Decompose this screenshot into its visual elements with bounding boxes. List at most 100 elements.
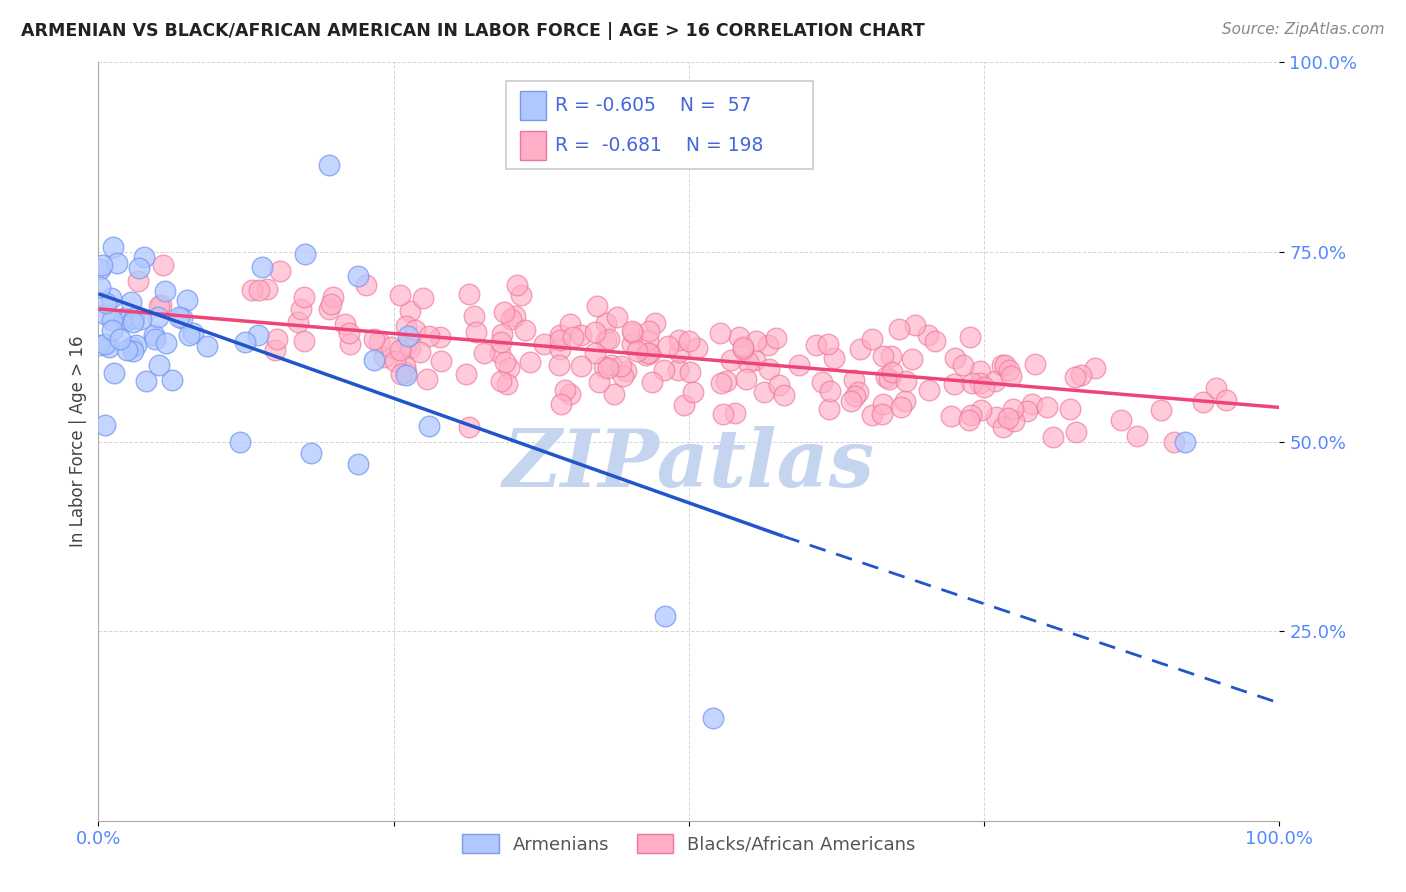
Point xyxy=(818,384,841,398)
Point xyxy=(354,278,377,293)
Point xyxy=(1126,429,1149,443)
Point xyxy=(548,333,571,347)
Point xyxy=(396,329,419,343)
Point xyxy=(494,354,516,368)
Point xyxy=(560,387,582,401)
Point xyxy=(489,345,512,359)
Point xyxy=(711,408,734,422)
Point xyxy=(849,342,872,356)
Y-axis label: In Labor Force | Age > 16: In Labor Force | Age > 16 xyxy=(69,335,87,548)
Point xyxy=(918,384,941,398)
Point xyxy=(1064,425,1087,440)
Point xyxy=(993,358,1015,372)
Text: ARMENIAN VS BLACK/AFRICAN AMERICAN IN LABOR FORCE | AGE > 16 CORRELATION CHART: ARMENIAN VS BLACK/AFRICAN AMERICAN IN LA… xyxy=(21,22,925,40)
Point xyxy=(90,258,112,272)
Point xyxy=(872,349,894,363)
Point xyxy=(399,303,422,318)
Point xyxy=(519,354,541,368)
Point xyxy=(388,343,411,357)
Point xyxy=(96,295,118,310)
Point xyxy=(817,337,839,351)
Point xyxy=(322,290,344,304)
Point xyxy=(395,368,418,382)
Point xyxy=(668,333,690,347)
Point xyxy=(195,339,218,353)
Point xyxy=(652,363,675,377)
Point xyxy=(984,410,1007,425)
Point xyxy=(430,354,453,368)
Point xyxy=(363,353,385,368)
Point xyxy=(942,376,965,391)
Point xyxy=(1059,402,1081,417)
Point xyxy=(395,318,418,333)
Point xyxy=(804,338,827,352)
Point xyxy=(959,329,981,343)
Point xyxy=(337,326,360,341)
Point xyxy=(463,310,485,324)
Point xyxy=(1070,368,1092,383)
Point xyxy=(745,334,768,348)
Point xyxy=(501,311,523,326)
Point xyxy=(1215,393,1237,408)
Point xyxy=(612,368,634,383)
Point xyxy=(269,264,291,278)
Point xyxy=(672,398,695,412)
Point xyxy=(626,343,648,358)
Point xyxy=(702,711,724,725)
Point xyxy=(510,287,533,301)
Point xyxy=(122,315,145,329)
Point xyxy=(513,323,536,337)
Point xyxy=(318,301,340,316)
Point xyxy=(666,363,689,377)
Point xyxy=(598,332,620,346)
Point xyxy=(768,378,790,392)
Point xyxy=(984,374,1007,388)
Point xyxy=(758,362,780,376)
Point xyxy=(554,384,576,398)
Point xyxy=(585,299,607,313)
Point xyxy=(491,375,513,389)
Point xyxy=(952,358,974,372)
Point xyxy=(155,284,177,298)
Point xyxy=(112,310,135,325)
Point xyxy=(678,334,700,348)
Point xyxy=(176,293,198,308)
Point xyxy=(129,312,152,326)
Point xyxy=(533,337,555,351)
Point xyxy=(679,365,702,379)
Point xyxy=(100,291,122,305)
Point xyxy=(890,400,912,414)
Point xyxy=(903,318,925,332)
Point xyxy=(458,287,481,301)
Point xyxy=(181,326,204,341)
Point xyxy=(634,348,657,362)
Point xyxy=(292,289,315,303)
Point xyxy=(290,301,312,316)
Point xyxy=(240,283,263,297)
Point xyxy=(1042,430,1064,444)
Point xyxy=(250,260,273,274)
Point xyxy=(150,298,173,312)
Point xyxy=(299,446,322,460)
Point xyxy=(1084,361,1107,376)
Point xyxy=(125,337,148,351)
Point xyxy=(547,358,569,372)
Point xyxy=(644,316,666,330)
FancyBboxPatch shape xyxy=(506,81,813,169)
Point xyxy=(120,294,142,309)
Point xyxy=(991,420,1014,434)
Point xyxy=(818,402,841,417)
Point xyxy=(943,351,966,365)
Point xyxy=(637,346,659,360)
Point xyxy=(620,324,643,338)
Point xyxy=(710,376,733,391)
Point xyxy=(569,359,592,374)
Point xyxy=(1015,403,1038,417)
Point xyxy=(959,408,981,422)
Point xyxy=(100,313,122,327)
Point xyxy=(773,388,796,402)
Point xyxy=(1063,370,1085,384)
Point xyxy=(318,158,340,172)
Point xyxy=(416,372,439,386)
Point xyxy=(875,370,897,384)
